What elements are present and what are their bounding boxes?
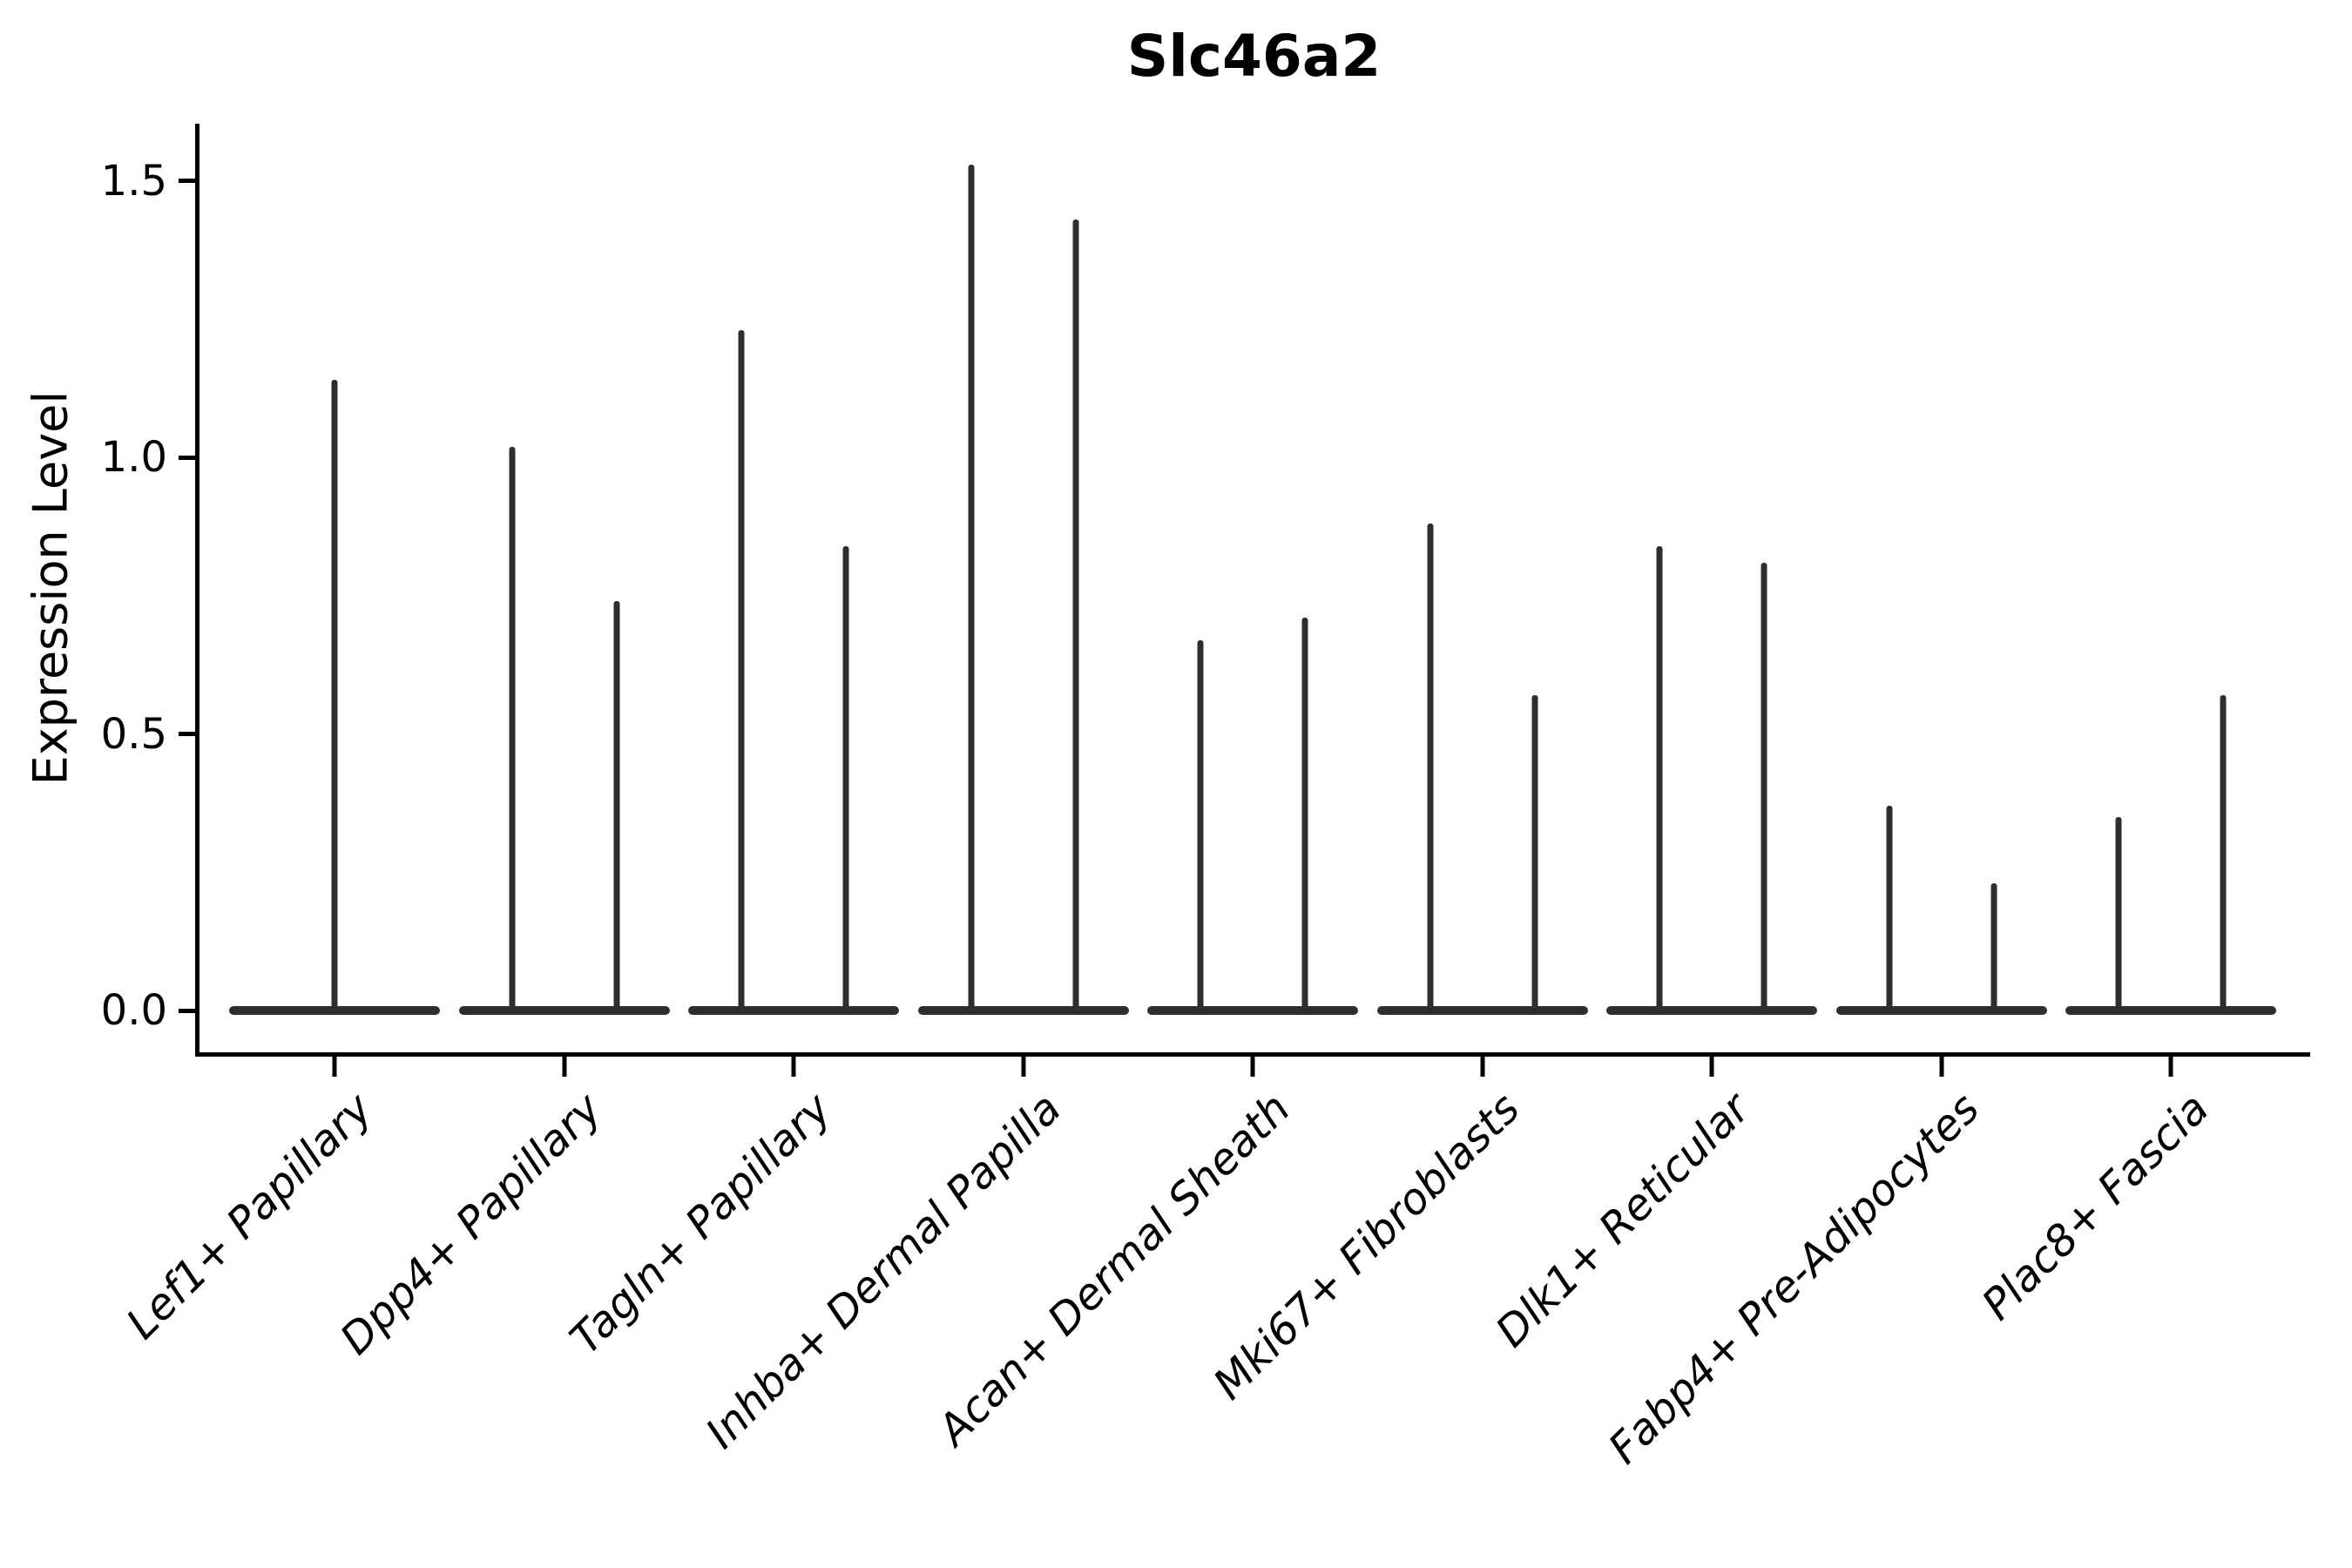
violin-spike [968, 164, 974, 1010]
violin-spike [2115, 816, 2122, 1010]
y-tick-label: 1.5 [100, 156, 167, 206]
y-tick-label: 0.5 [100, 709, 167, 759]
violin-spike [331, 380, 338, 1010]
violin-spike [1990, 883, 1997, 1010]
x-axis-spine [195, 1052, 2310, 1057]
violin-spike [613, 601, 619, 1010]
chart-title: Slc46a2 [1126, 23, 1382, 90]
violin-spike [1072, 220, 1078, 1010]
violin-spike [2220, 695, 2227, 1010]
violin-base [1835, 1006, 2047, 1015]
violin-base [1606, 1006, 1817, 1015]
y-tick-mark [179, 1008, 195, 1013]
x-tick-mark [791, 1057, 796, 1077]
violin-spike [738, 330, 745, 1010]
violin-base [229, 1006, 440, 1015]
x-tick-mark [332, 1057, 337, 1077]
x-tick-label: Lef1+ Papillary [117, 1084, 382, 1349]
violin-spike [1197, 639, 1204, 1010]
x-tick-mark [1250, 1057, 1255, 1077]
y-tick-label: 0.0 [100, 986, 167, 1035]
x-tick-mark [1021, 1057, 1025, 1077]
violin-spike [1427, 524, 1433, 1010]
violin-base [458, 1006, 670, 1015]
violin-base [1147, 1006, 1358, 1015]
violin-base [2065, 1006, 2276, 1015]
x-tick-mark [1709, 1057, 1714, 1077]
violin-spike [1301, 618, 1308, 1010]
x-tick-mark [2168, 1057, 2173, 1077]
x-tick-mark [1480, 1057, 1484, 1077]
y-tick-label: 1.0 [100, 433, 167, 483]
x-tick-mark [1939, 1057, 1943, 1077]
x-tick-mark [562, 1057, 566, 1077]
violin-base [1376, 1006, 1588, 1015]
y-tick-mark [179, 455, 195, 460]
x-tick-label: Fabp4+ Pre-Adipocytes [1598, 1084, 1989, 1474]
y-tick-mark [179, 732, 195, 737]
x-tick-label: Dlk1+ Reticular [1485, 1084, 1760, 1357]
violin-base [917, 1006, 1129, 1015]
violin-spike [1531, 695, 1538, 1010]
x-tick-label: Plac8+ Fascia [1971, 1084, 2219, 1330]
violin-spike [1656, 545, 1663, 1010]
violin-spike [1886, 806, 1892, 1010]
violin-spike [1761, 562, 1767, 1010]
y-tick-mark [179, 179, 195, 184]
y-axis-spine [195, 124, 199, 1057]
violin-spike [509, 446, 515, 1010]
violin-spike [842, 545, 849, 1010]
violin-base [688, 1006, 899, 1015]
